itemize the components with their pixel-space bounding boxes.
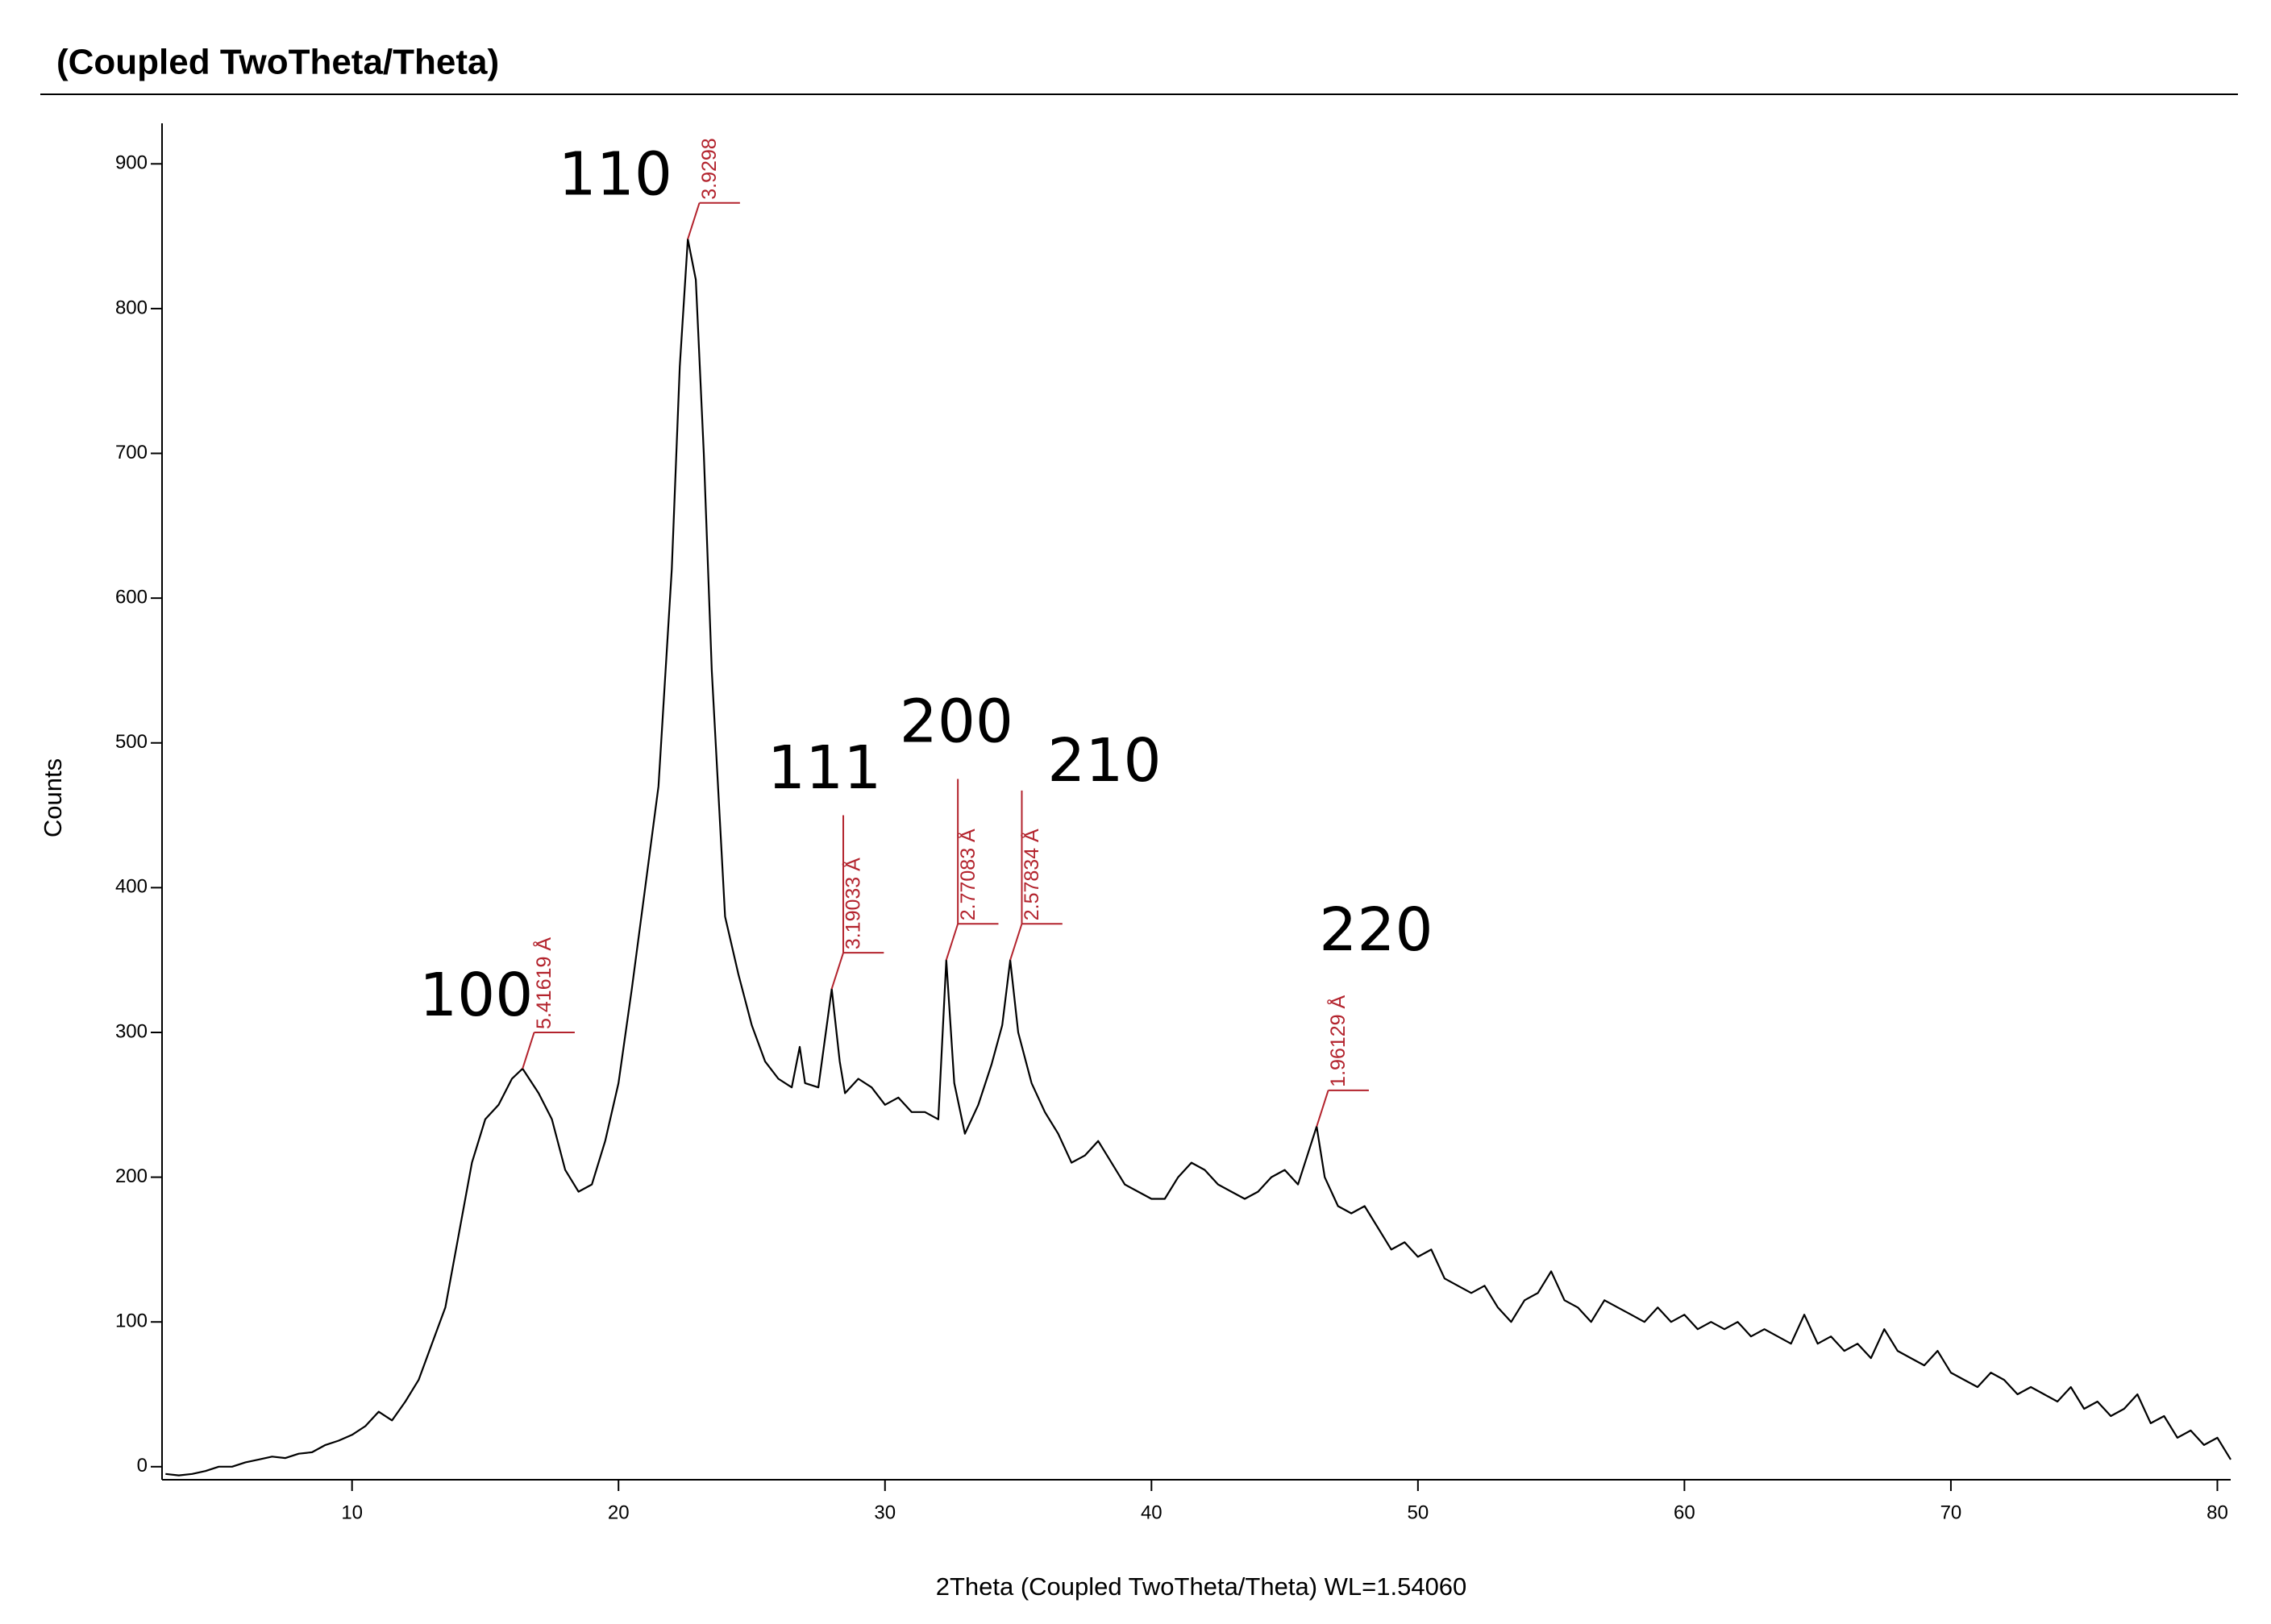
x-tick-label: 60 <box>1674 1501 1695 1523</box>
hkl-label: 100 <box>419 961 533 1030</box>
hkl-label: 220 <box>1319 895 1433 965</box>
y-tick-label: 800 <box>115 297 148 318</box>
d-spacing-label: 3.19033 Å <box>841 858 865 949</box>
x-tick-label: 80 <box>2207 1501 2228 1523</box>
y-tick-label: 300 <box>115 1020 148 1042</box>
peak-leader <box>945 779 999 961</box>
peak-leader <box>830 815 884 990</box>
d-spacing-label: 1.96129 Å <box>1325 995 1350 1086</box>
y-tick-label: 900 <box>115 152 148 174</box>
y-tick-label: 700 <box>115 442 148 463</box>
d-spacing-label: 2.57834 Å <box>1019 829 1043 920</box>
peak-leader <box>1009 790 1063 961</box>
y-tick-label: 0 <box>137 1455 148 1477</box>
x-tick-label: 40 <box>1141 1501 1163 1523</box>
x-tick-label: 30 <box>874 1501 896 1523</box>
y-tick-label: 500 <box>115 731 148 753</box>
chart-title: (Coupled TwoTheta/Theta) <box>56 43 499 82</box>
y-tick-label: 600 <box>115 586 148 608</box>
hkl-label: 200 <box>900 687 1013 757</box>
d-spacing-label: 3.9298 <box>698 138 721 199</box>
diffraction-line <box>165 238 2231 1477</box>
x-tick-label: 10 <box>341 1501 363 1523</box>
hkl-label: 111 <box>767 733 881 803</box>
y-axis-label: Counts <box>39 758 67 837</box>
x-axis-label: 2Theta (Coupled TwoTheta/Theta) WL=1.540… <box>936 1572 1467 1601</box>
x-tick-label: 70 <box>1940 1501 1962 1523</box>
peak-leader <box>522 1031 575 1070</box>
y-tick-label: 200 <box>115 1165 148 1187</box>
peak-leader <box>1316 1089 1369 1128</box>
peak-leader <box>687 201 740 239</box>
hkl-label: 210 <box>1047 726 1161 795</box>
x-tick-label: 50 <box>1407 1501 1429 1523</box>
y-tick-label: 100 <box>115 1310 148 1332</box>
x-tick-label: 20 <box>608 1501 630 1523</box>
d-spacing-label: 5.41619 Å <box>531 937 555 1029</box>
hkl-label: 110 <box>559 140 672 210</box>
d-spacing-label: 2.77083 Å <box>955 829 980 920</box>
y-tick-label: 400 <box>115 876 148 898</box>
